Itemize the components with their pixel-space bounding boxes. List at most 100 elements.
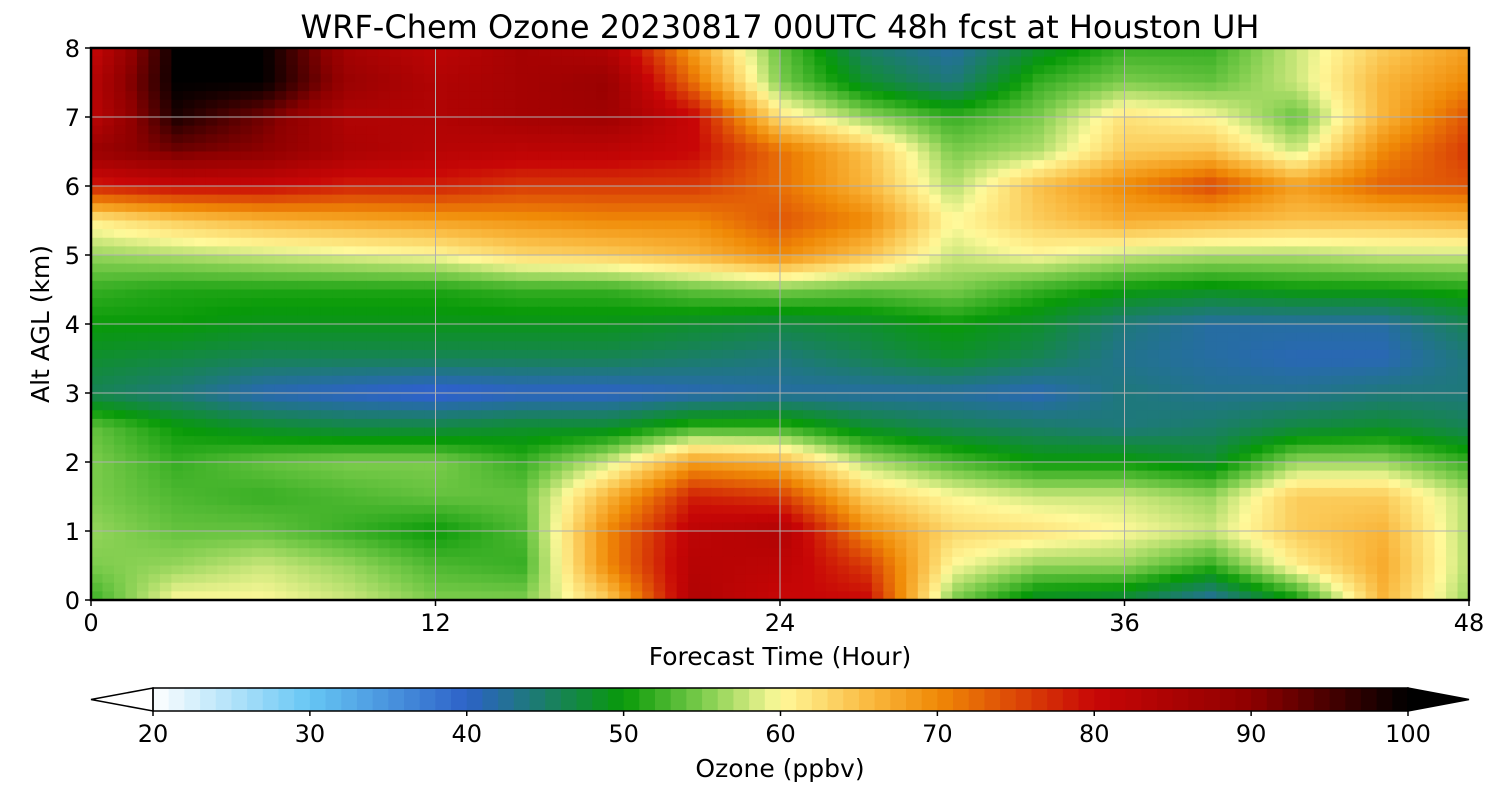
heat-cell [802, 341, 816, 351]
heat-cell [343, 73, 356, 84]
heat-cell [1342, 56, 1355, 66]
heat-cell [573, 401, 586, 411]
heat-cell [1457, 168, 1469, 178]
heat-cell [113, 211, 127, 222]
heat-cell [1067, 65, 1080, 75]
heat-cell [1078, 177, 1091, 187]
heat-cell [125, 168, 138, 178]
heat-cell [205, 91, 218, 101]
heat-cell [1273, 375, 1286, 385]
heat-cell [1423, 177, 1436, 187]
heat-cell [1377, 73, 1390, 84]
heat-cell [1239, 393, 1252, 403]
heat-cell [1331, 315, 1344, 325]
heat-cell [780, 246, 793, 256]
heat-cell [1113, 375, 1126, 385]
heat-cell [1044, 73, 1057, 84]
heat-cell [1411, 142, 1424, 153]
heat-cell [1411, 125, 1424, 135]
heat-cell [1262, 125, 1275, 135]
heat-cell [1216, 220, 1229, 230]
heat-cell [136, 237, 150, 247]
heat-cell [1158, 315, 1172, 325]
heat-cell [894, 203, 907, 213]
heat-cell [1296, 65, 1309, 75]
heat-cell [745, 315, 758, 325]
heat-cell [1400, 384, 1413, 394]
heat-cell [757, 220, 770, 230]
heat-cell [780, 186, 793, 196]
heat-cell [492, 91, 505, 101]
heat-cell [929, 306, 942, 316]
heat-cell [424, 367, 437, 377]
heat-cell [194, 151, 207, 161]
heat-cell [136, 358, 150, 368]
heat-cell [550, 203, 563, 213]
heat-cell [1067, 306, 1080, 316]
heat-cell [309, 289, 322, 299]
heat-cell [1193, 280, 1206, 291]
heat-cell [91, 211, 104, 222]
heat-cell [584, 401, 597, 411]
heat-cell [1147, 246, 1160, 256]
heat-cell [825, 211, 839, 222]
heat-cell [607, 65, 620, 75]
heat-cell [1262, 203, 1275, 213]
heat-cell [1113, 393, 1126, 403]
heat-cell [102, 384, 115, 394]
heat-cell [883, 315, 896, 325]
heat-cell [309, 272, 322, 282]
heat-cell [251, 211, 264, 222]
heat-cell [1193, 151, 1206, 161]
heat-cell [998, 48, 1011, 58]
heat-cell [1204, 280, 1217, 291]
heat-cell [424, 99, 437, 109]
heat-cell [515, 401, 528, 411]
heat-cell [320, 186, 333, 196]
heat-cell [642, 367, 655, 377]
heat-cell [1354, 289, 1367, 299]
heat-cell [1227, 341, 1240, 351]
heat-cell [1365, 306, 1378, 316]
heat-cell [1135, 65, 1149, 75]
heat-cell [1250, 203, 1263, 213]
heat-cell [309, 306, 322, 316]
heat-cell [1319, 263, 1332, 273]
heat-cell [194, 168, 207, 178]
heat-cell [240, 263, 253, 273]
heat-cell [366, 203, 379, 213]
heat-cell [561, 349, 574, 360]
heat-cell [320, 48, 333, 58]
heat-cell [446, 99, 460, 109]
heat-cell [1044, 91, 1057, 101]
heat-cell [837, 349, 850, 360]
heat-cell [963, 263, 976, 273]
heat-cell [1296, 168, 1309, 178]
heat-cell [1331, 117, 1344, 127]
heat-cell [458, 298, 471, 308]
heat-cell [619, 263, 632, 273]
heat-cell [607, 99, 620, 109]
heat-cell [1457, 91, 1469, 101]
heat-cell [561, 393, 574, 403]
heat-cell [550, 186, 563, 196]
heat-cell [550, 99, 563, 109]
heat-cell [780, 48, 793, 58]
heat-cell [814, 151, 827, 161]
heat-cell [1009, 56, 1022, 66]
heat-cell [711, 151, 724, 161]
heat-cell [825, 168, 839, 178]
heat-cell [940, 134, 953, 144]
heat-cell [1032, 91, 1045, 101]
heat-cell [113, 73, 127, 84]
heat-cell [642, 82, 655, 92]
heat-cell [1423, 82, 1436, 92]
heat-cell [504, 306, 517, 316]
heat-cell [1377, 82, 1390, 92]
heat-cell [343, 367, 356, 377]
heat-cell [802, 229, 816, 239]
heat-cell [458, 151, 471, 161]
heat-cell [251, 393, 264, 403]
heat-cell [527, 332, 540, 342]
heat-cell [171, 73, 184, 84]
